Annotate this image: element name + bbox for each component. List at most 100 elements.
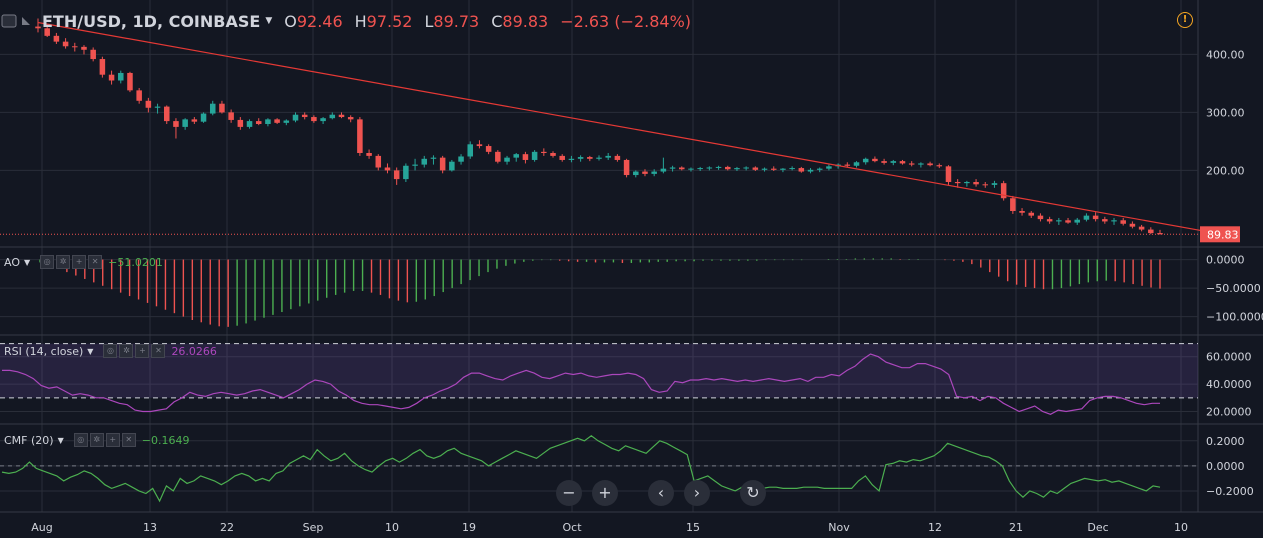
warning-icon[interactable]: ! [1177,12,1193,28]
add-icon[interactable]: + [105,433,120,447]
candle-body [99,59,106,75]
candle-body [568,158,575,160]
cmf-pane-header: CMF (20) ▼ ◎ ✲ + ✕ −0.1649 [4,432,189,448]
candle-body [964,182,970,184]
candle-body [614,155,621,160]
candle-body [918,163,924,165]
candle-body [660,168,667,172]
candle-body [274,119,280,123]
y-axis-tick-label: 200.00 [1206,164,1245,177]
settings-icon[interactable]: ✲ [119,344,134,358]
candle-body [338,114,345,118]
candle-body [375,155,382,168]
candle-body [495,151,501,162]
candle-body [200,113,207,122]
candle-body [642,171,648,174]
zoom-out-button[interactable]: − [556,480,582,506]
candle-body [219,103,225,113]
candle-body [862,158,869,163]
candle-body [899,161,906,164]
close-value: 89.83 [502,11,549,31]
candle-body [734,168,740,170]
low-label: L [424,11,434,31]
candle-body [449,161,455,171]
symbol-header: ETH/USD, 1D, COINBASE ▼ O 92.46 H 97.52 … [0,10,703,32]
close-label: C [491,11,503,31]
high-label: H [354,11,367,31]
rsi-dropdown-icon[interactable]: ▼ [87,346,94,356]
candle-body [577,157,584,159]
add-icon[interactable]: + [72,255,87,269]
candle-body [467,144,474,157]
candle-body [458,156,464,162]
rsi-label[interactable]: RSI (14, close) [4,344,84,358]
candle-body [513,154,519,158]
candle-body [311,117,317,122]
candle-body [1000,183,1007,199]
change-value: −2.63 (−2.84%) [560,11,692,31]
settings-icon[interactable]: ✲ [89,433,104,447]
candle-body [228,112,234,120]
candle-body [715,166,722,168]
cmf-dropdown-icon[interactable]: ▼ [57,435,64,445]
candle-body [1037,215,1044,220]
ao-label[interactable]: AO [4,255,20,269]
candle-body [35,26,41,29]
reset-chart-button[interactable]: ↻ [740,480,766,506]
candle-body [780,168,786,170]
candle-body [154,106,161,108]
candle-body [1028,212,1035,216]
coinbase-logo-icon [0,12,36,30]
candle-body [504,157,510,162]
candle-body [881,161,887,163]
x-axis-tick-label: Sep [303,521,324,534]
candle-body [1092,215,1099,220]
candle-body [430,157,437,159]
candle-body [1102,219,1108,222]
reset-icon: ↻ [746,483,760,502]
eye-icon[interactable]: ◎ [73,433,88,447]
candle-body [136,90,142,101]
zoom-in-button[interactable]: + [592,480,618,506]
candle-body [173,121,179,127]
candle-body [1074,219,1080,223]
cmf-line [1,435,1161,503]
candle-body [559,155,565,160]
chevron-right-icon: › [693,483,701,502]
candle-body [982,184,989,186]
candle-body [890,161,897,163]
y-axis-tick-label: −100.0000 [1206,311,1263,324]
candle-body [945,166,952,182]
eye-icon[interactable]: ◎ [40,255,55,269]
candle-body [357,119,363,153]
candle-body [679,167,685,170]
minus-icon: − [562,483,576,502]
candle-body [954,182,961,184]
close-icon[interactable]: ✕ [151,344,166,358]
candle-body [697,168,703,170]
candle-body [191,119,198,122]
symbol-label[interactable]: ETH/USD, 1D, COINBASE [42,11,261,31]
candle-body [439,157,446,171]
scroll-left-button[interactable]: ‹ [648,480,674,506]
last-price-tag [1200,226,1240,243]
y-axis-tick-label: −50.0000 [1206,282,1261,295]
cmf-label[interactable]: CMF (20) [4,433,54,447]
scroll-right-button[interactable]: › [684,480,710,506]
symbol-dropdown-icon[interactable]: ▼ [265,16,273,26]
candle-body [752,167,759,170]
ao-dropdown-icon[interactable]: ▼ [24,257,31,267]
candle-body [1046,219,1053,222]
settings-icon[interactable]: ✲ [56,255,71,269]
candle-body [320,118,326,122]
candle-body [209,103,216,114]
close-icon[interactable]: ✕ [121,433,136,447]
close-icon[interactable]: ✕ [88,255,103,269]
candle-body [908,163,915,165]
eye-icon[interactable]: ◎ [103,344,118,358]
candle-body [789,168,795,170]
x-axis-tick-label: Oct [562,521,582,534]
candle-body [1083,215,1090,220]
add-icon[interactable]: + [135,344,150,358]
